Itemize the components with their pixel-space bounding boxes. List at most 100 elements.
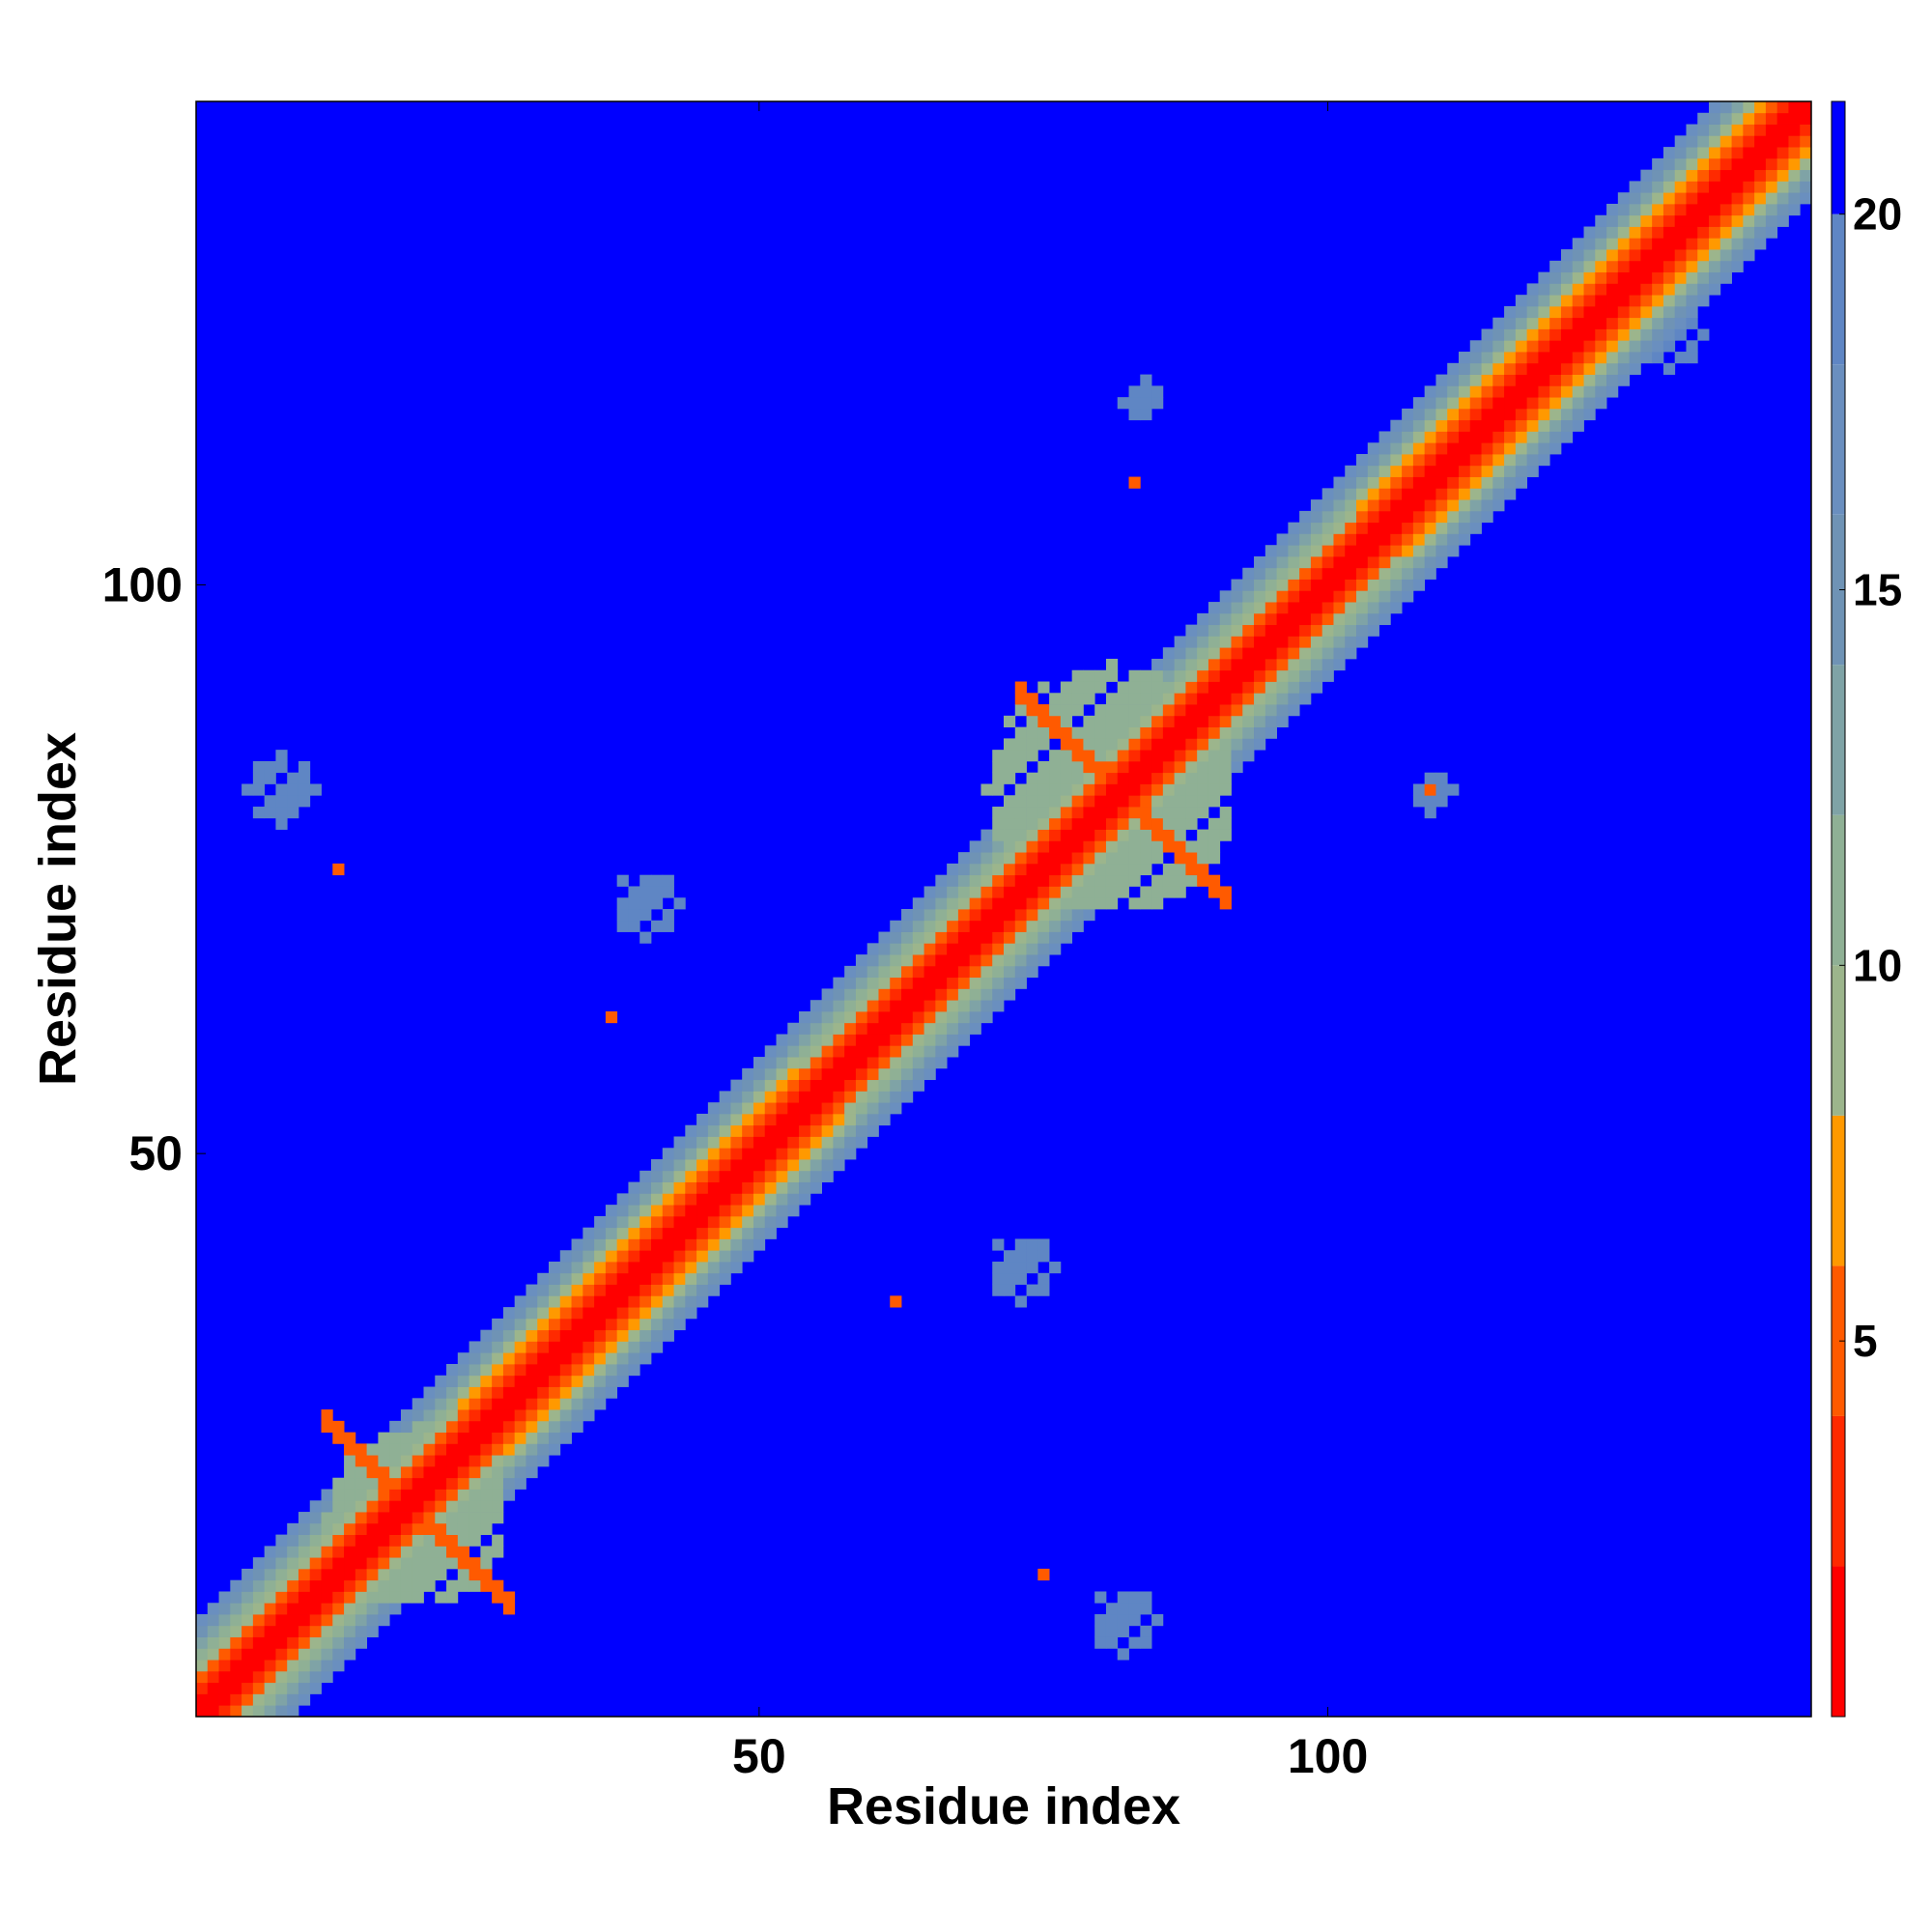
- heatmap-cell: [1049, 760, 1062, 774]
- heatmap-cell: [571, 1363, 583, 1377]
- heatmap-cell: [616, 1352, 629, 1365]
- colorbar-segment: [1832, 1415, 1845, 1567]
- heatmap-cell: [1060, 874, 1073, 887]
- heatmap-cell: [1014, 920, 1027, 932]
- heatmap-cell: [935, 988, 948, 1001]
- heatmap-cell: [1276, 579, 1289, 591]
- heatmap-cell: [1310, 555, 1323, 569]
- heatmap-cell: [685, 1227, 697, 1239]
- heatmap-cell: [332, 1432, 345, 1444]
- heatmap-cell: [1197, 840, 1209, 853]
- heatmap-cell: [787, 1067, 800, 1081]
- heatmap-cell: [696, 1295, 709, 1308]
- heatmap-cell: [1049, 783, 1062, 796]
- heatmap-cell: [1128, 1603, 1141, 1615]
- heatmap-cell: [1674, 238, 1687, 250]
- heatmap-cell: [1026, 840, 1038, 853]
- heatmap-cell: [1004, 931, 1016, 944]
- heatmap-cell: [252, 1636, 266, 1649]
- heatmap-cell: [616, 1193, 629, 1206]
- heatmap-cell: [1321, 522, 1334, 534]
- heatmap-cell: [719, 1181, 731, 1194]
- heatmap-cell: [1014, 750, 1027, 762]
- heatmap-cell: [935, 897, 948, 910]
- heatmap-cell: [1629, 305, 1641, 319]
- heatmap-cell: [1162, 817, 1176, 830]
- heatmap-cell: [890, 1102, 902, 1115]
- heatmap-cell: [1435, 533, 1448, 546]
- heatmap-cell: [1037, 920, 1050, 932]
- heatmap-cell: [1356, 545, 1369, 557]
- heatmap-cell: [1310, 669, 1323, 682]
- heatmap-cell: [1697, 283, 1710, 296]
- heatmap-cell: [628, 1284, 640, 1296]
- heatmap-cell: [559, 1432, 572, 1444]
- heatmap-cell: [1151, 681, 1164, 694]
- heatmap-cell: [1572, 352, 1584, 364]
- heatmap-cell: [992, 783, 1005, 796]
- heatmap-cell: [1162, 760, 1176, 774]
- heatmap-cell: [923, 1010, 936, 1024]
- heatmap-cell: [252, 807, 266, 819]
- heatmap-cell: [332, 1522, 345, 1535]
- heatmap-cell: [662, 874, 674, 887]
- heatmap-cell: [935, 874, 948, 887]
- heatmap-cell: [1629, 192, 1641, 205]
- heatmap-cell: [492, 1409, 504, 1422]
- heatmap-cell: [1549, 295, 1562, 307]
- heatmap-cell: [1321, 602, 1334, 614]
- heatmap-cell: [1071, 772, 1084, 784]
- heatmap-cell: [287, 1568, 299, 1581]
- heatmap-cell: [1560, 431, 1574, 443]
- heatmap-cell: [1299, 669, 1312, 682]
- heatmap-cell: [1481, 328, 1493, 341]
- heatmap-cell: [1276, 658, 1289, 671]
- heatmap-cell: [923, 1034, 936, 1046]
- heatmap-cell: [1754, 101, 1767, 114]
- heatmap-cell: [1788, 147, 1801, 159]
- heatmap-cell: [662, 1215, 674, 1229]
- heatmap-cell: [1219, 897, 1232, 910]
- heatmap-cell: [1276, 590, 1289, 603]
- heatmap-cell: [1662, 169, 1676, 182]
- heatmap-cell: [1412, 397, 1426, 410]
- heatmap-cell: [1049, 931, 1062, 944]
- heatmap-cell: [673, 1205, 686, 1217]
- heatmap-cell: [1105, 669, 1119, 682]
- heatmap-cell: [1026, 886, 1038, 898]
- heatmap-cell: [549, 1432, 561, 1444]
- heatmap-cell: [549, 1329, 561, 1342]
- heatmap-cell: [1356, 522, 1369, 534]
- heatmap-cell: [502, 1455, 516, 1467]
- heatmap-cell: [799, 1057, 811, 1069]
- heatmap-cell: [1560, 271, 1574, 284]
- heatmap-cell: [1697, 295, 1710, 307]
- heatmap-cell: [423, 1409, 436, 1422]
- heatmap-cell: [1709, 101, 1721, 114]
- x-tick-label: 50: [732, 1729, 786, 1783]
- heatmap-cell: [673, 1136, 686, 1149]
- heatmap-cell: [366, 1603, 379, 1615]
- heatmap-cell: [1094, 1591, 1107, 1604]
- heatmap-cell: [1515, 340, 1528, 353]
- heatmap-cell: [1140, 1591, 1152, 1604]
- heatmap-cell: [549, 1295, 561, 1308]
- heatmap-cell: [1197, 760, 1209, 774]
- heatmap-cell: [1356, 624, 1369, 637]
- heatmap-cell: [1254, 738, 1266, 751]
- heatmap-cell: [855, 1022, 868, 1035]
- heatmap-cell: [1197, 704, 1209, 717]
- heatmap-cell: [1424, 522, 1436, 534]
- heatmap-cell: [662, 1250, 674, 1263]
- heatmap-cell: [1469, 522, 1482, 534]
- heatmap-cell: [1754, 203, 1767, 216]
- heatmap-cell: [207, 1705, 219, 1718]
- heatmap-cell: [1231, 624, 1243, 637]
- heatmap-cell: [1185, 750, 1198, 762]
- heatmap-cell: [1674, 192, 1687, 205]
- heatmap-cell: [1094, 897, 1107, 910]
- heatmap-cell: [1424, 431, 1436, 443]
- heatmap-cell: [605, 1318, 618, 1331]
- heatmap-cell: [423, 1443, 436, 1456]
- heatmap-cell: [1310, 658, 1323, 671]
